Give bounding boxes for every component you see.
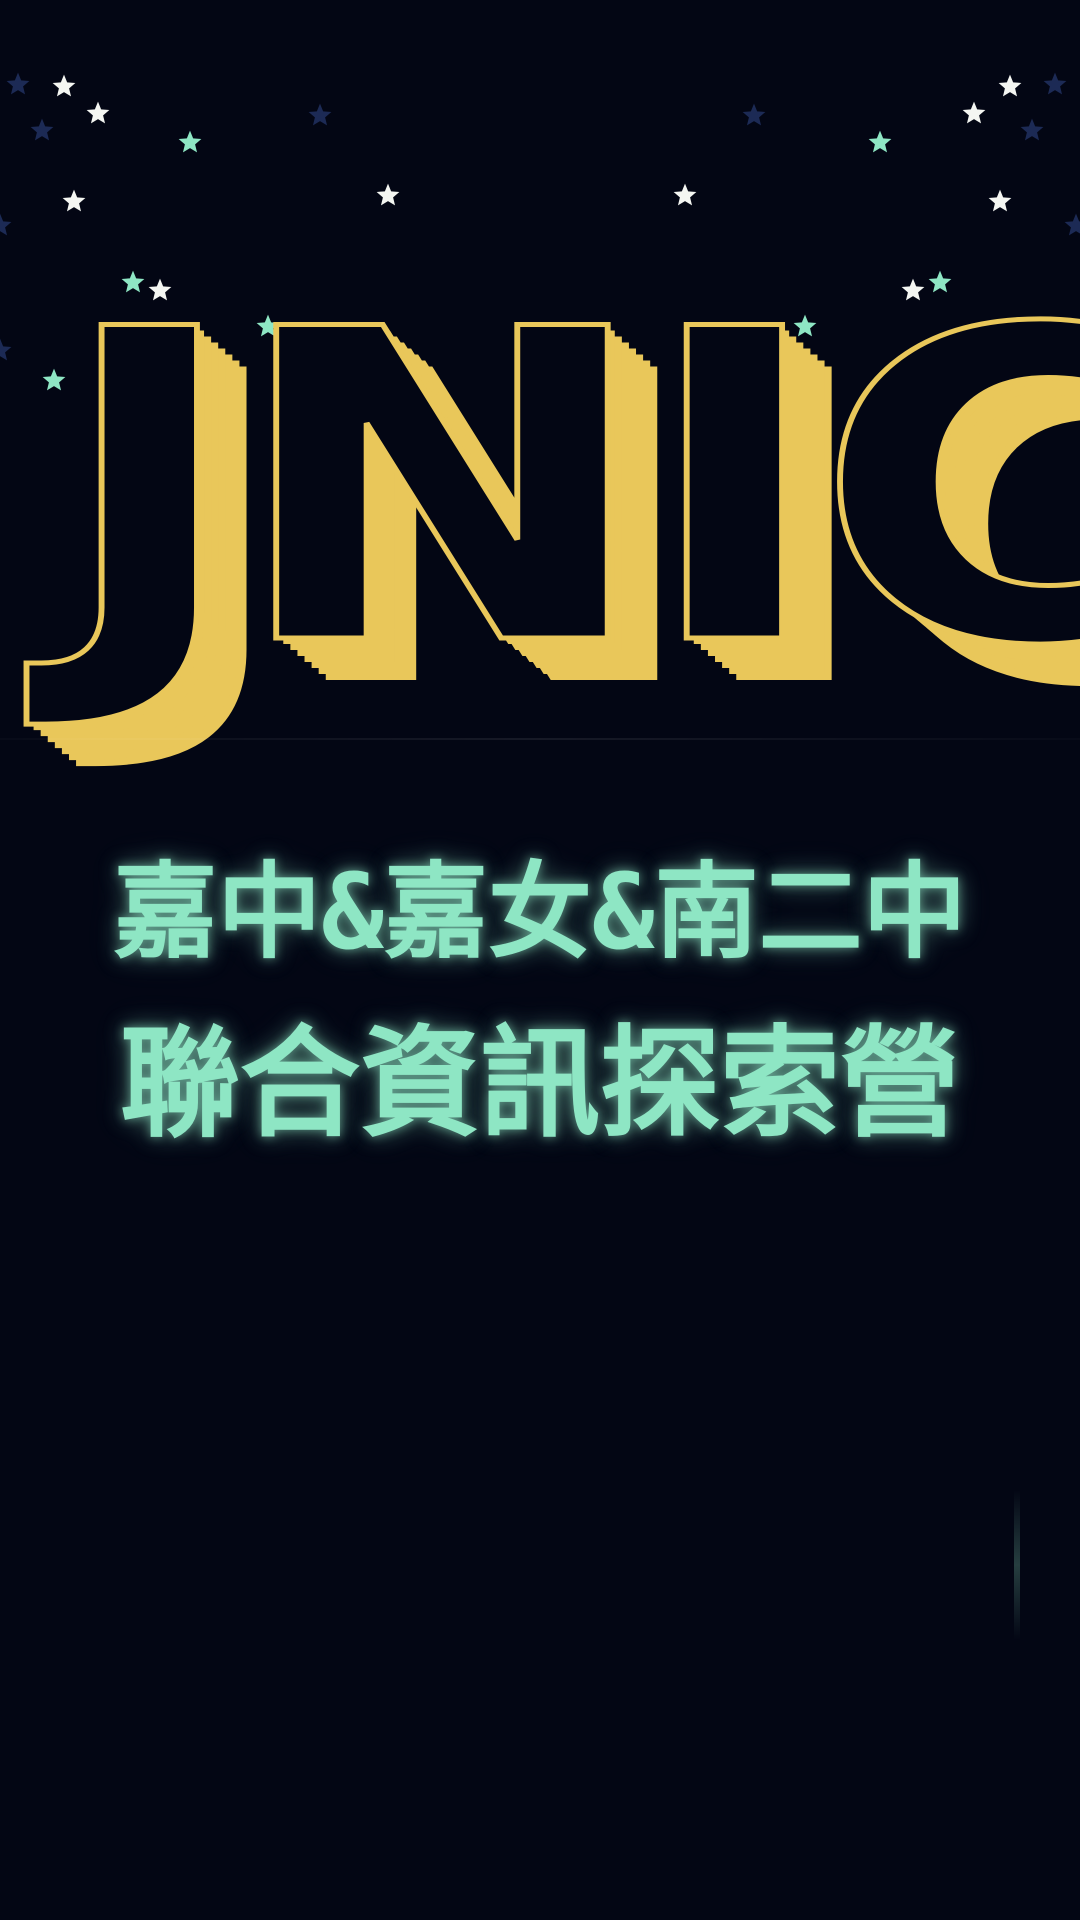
header: JNIC bbox=[0, 0, 1080, 740]
star-icon bbox=[177, 129, 203, 155]
star-icon bbox=[792, 313, 818, 339]
star-icon bbox=[1019, 117, 1045, 143]
star-icon bbox=[1007, 367, 1033, 393]
star-icon bbox=[1063, 212, 1080, 238]
camp-title-schools: 嘉中&嘉女&南二中 bbox=[113, 851, 967, 973]
star-icon bbox=[41, 367, 67, 393]
starfield bbox=[0, 0, 1080, 740]
star-icon bbox=[997, 73, 1023, 99]
star-icon bbox=[927, 269, 953, 295]
star-icon bbox=[1063, 337, 1080, 363]
star-icon bbox=[61, 188, 87, 214]
star-icon bbox=[307, 102, 333, 128]
star-icon bbox=[987, 188, 1013, 214]
star-icon bbox=[0, 337, 13, 363]
header-divider bbox=[0, 738, 1080, 740]
star-icon bbox=[1042, 71, 1068, 97]
star-icon bbox=[900, 277, 926, 303]
camp-title-name: 聯合資訊探索營 bbox=[120, 1015, 960, 1154]
star-icon bbox=[672, 182, 698, 208]
star-icon bbox=[85, 100, 111, 126]
star-icon bbox=[147, 277, 173, 303]
star-icon bbox=[961, 100, 987, 126]
star-icon bbox=[741, 102, 767, 128]
star-icon bbox=[255, 313, 281, 339]
star-icon bbox=[5, 71, 31, 97]
star-icon bbox=[0, 212, 13, 238]
scroll-indicator bbox=[1014, 1490, 1020, 1640]
star-icon bbox=[375, 182, 401, 208]
star-icon bbox=[29, 117, 55, 143]
star-icon bbox=[51, 73, 77, 99]
star-icon bbox=[867, 129, 893, 155]
jnic-logo: JNIC bbox=[52, 273, 1080, 708]
logo-text: JNIC bbox=[52, 240, 1080, 740]
star-icon bbox=[120, 269, 146, 295]
